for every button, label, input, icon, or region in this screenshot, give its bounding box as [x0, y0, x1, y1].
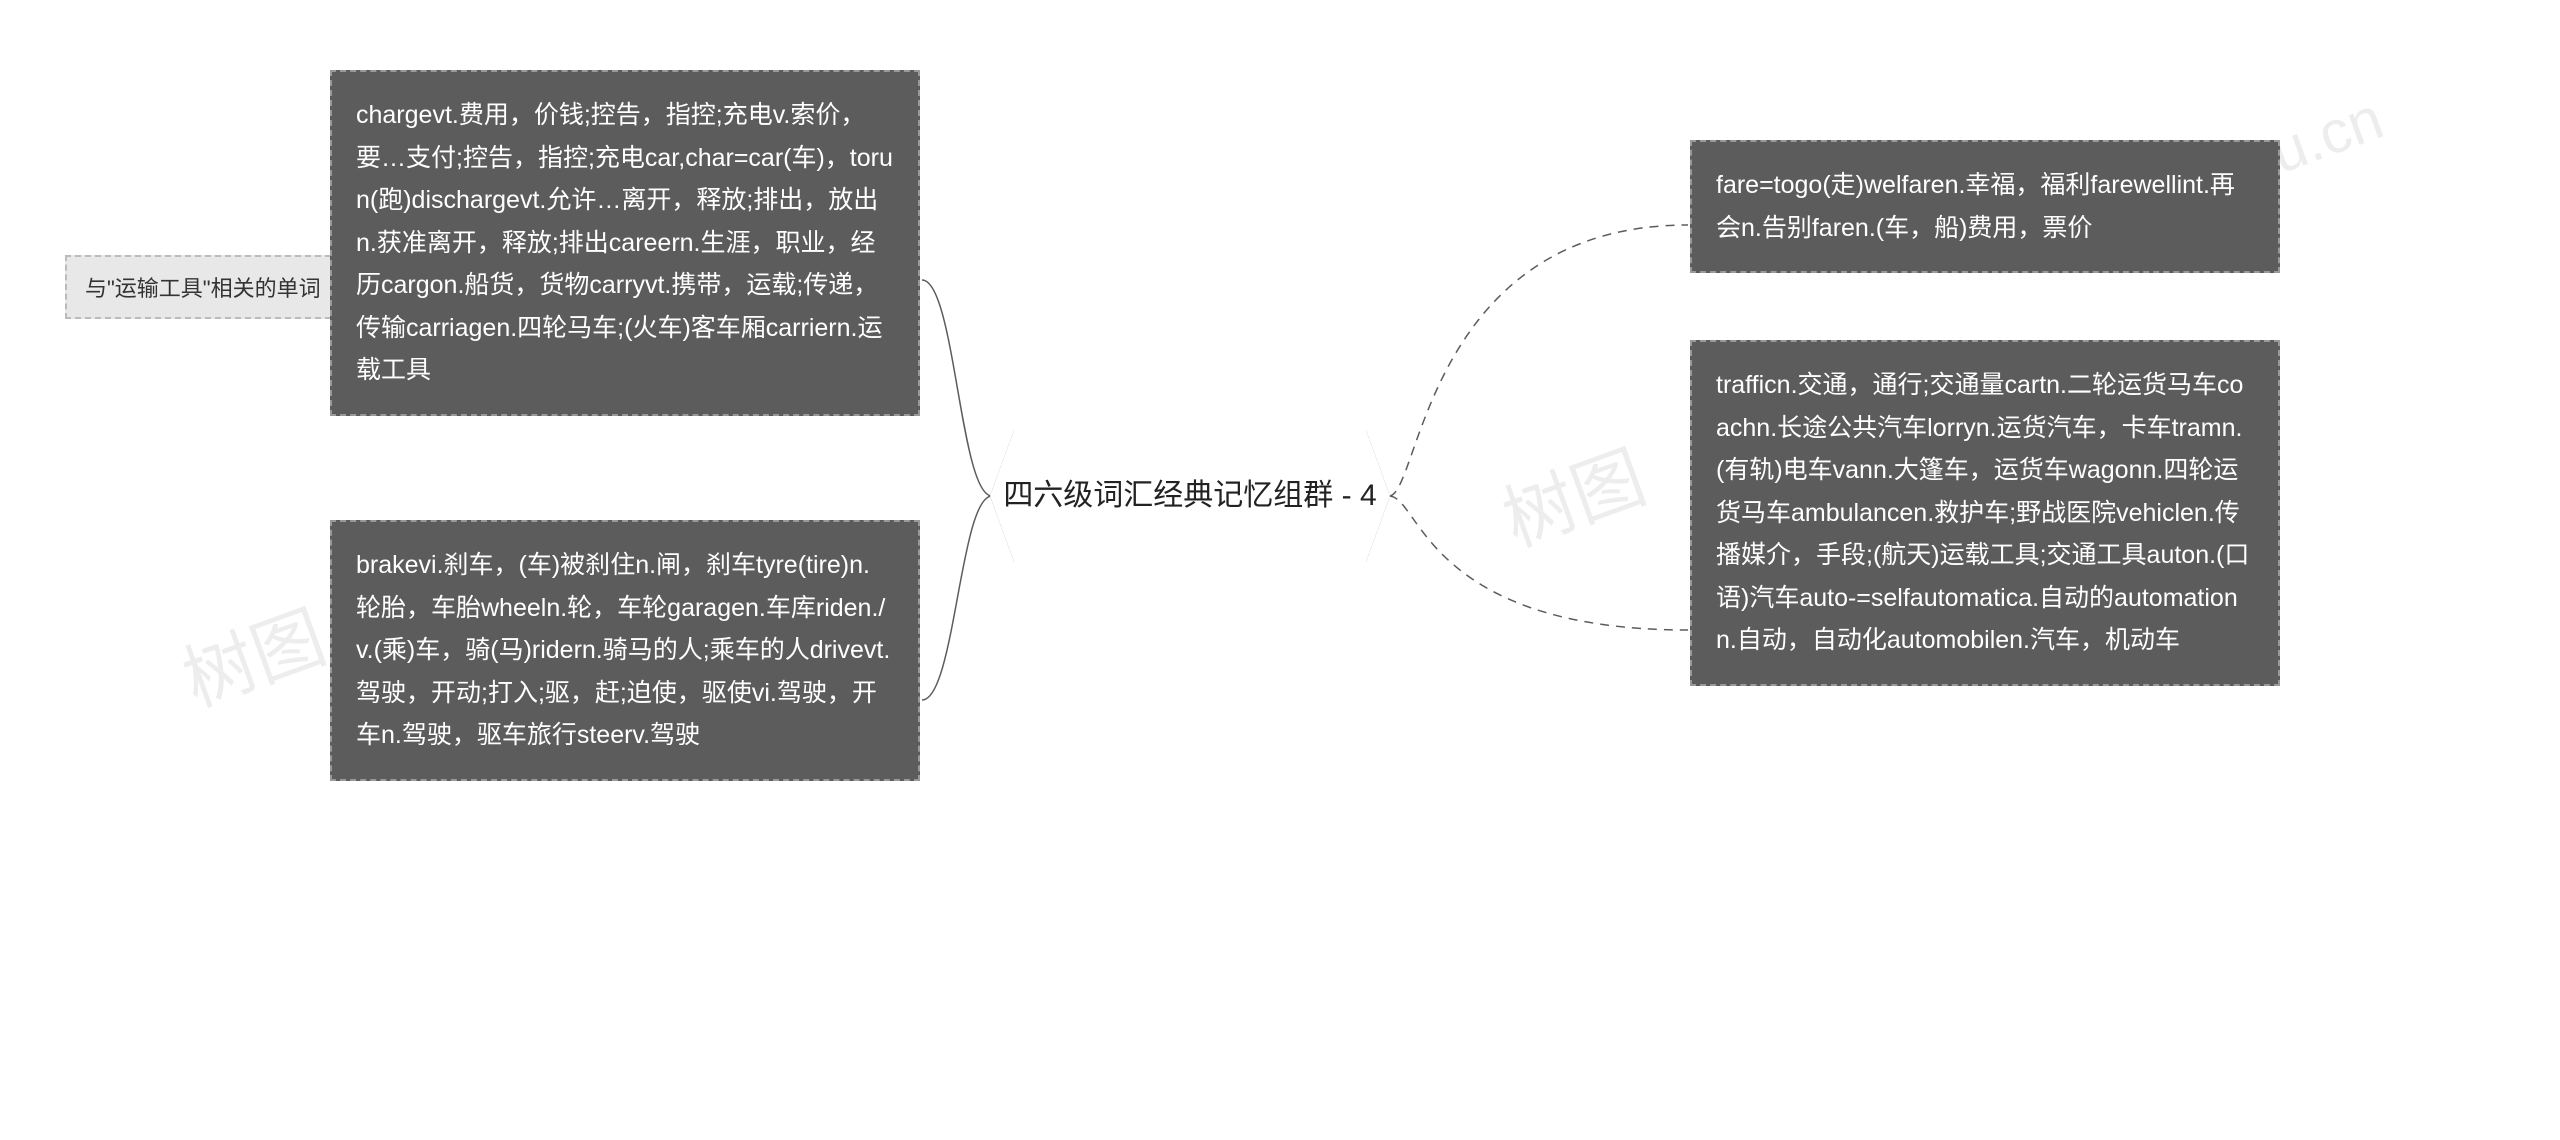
center-node-text: 四六级词汇经典记忆组群 - 4 [1003, 473, 1376, 520]
branch-node[interactable]: fare=togo(走)welfaren.幸福，福利farewellint.再会… [1690, 140, 2280, 273]
branch-node[interactable]: trafficn.交通，通行;交通量cartn.二轮运货马车coachn.长途公… [1690, 340, 2280, 686]
watermark: 树图 [166, 579, 337, 727]
left-label-text: 与"运输工具"相关的单词 [85, 276, 321, 301]
center-node[interactable]: 四六级词汇经典记忆组群 - 4 [990, 430, 1390, 562]
branch-text: fare=togo(走)welfaren.幸福，福利farewellint.再会… [1716, 171, 2235, 242]
branch-text: brakevi.刹车，(车)被刹住n.闸，刹车tyre(tire)n.轮胎，车胎… [356, 551, 890, 749]
watermark: 树图 [1486, 419, 1657, 567]
branch-text: chargevt.费用，价钱;控告，指控;充电v.索价，要…支付;控告，指控;充… [356, 101, 893, 384]
left-label-node[interactable]: 与"运输工具"相关的单词 [65, 255, 341, 319]
branch-text: trafficn.交通，通行;交通量cartn.二轮运货马车coachn.长途公… [1716, 371, 2249, 654]
branch-node[interactable]: chargevt.费用，价钱;控告，指控;充电v.索价，要…支付;控告，指控;充… [330, 70, 920, 416]
branch-node[interactable]: brakevi.刹车，(车)被刹住n.闸，刹车tyre(tire)n.轮胎，车胎… [330, 520, 920, 781]
